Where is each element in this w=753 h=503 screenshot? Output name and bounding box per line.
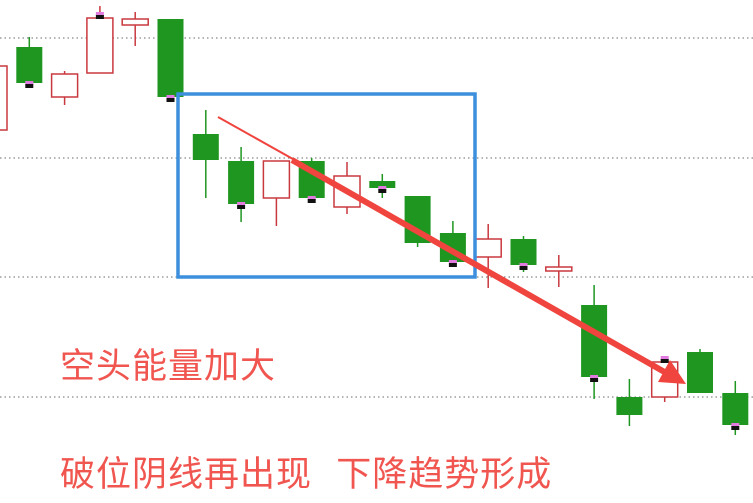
marker-pink — [307, 196, 316, 200]
candle-body-up — [474, 238, 502, 258]
marker-black — [519, 266, 528, 270]
candle-body-down — [157, 19, 184, 97]
candle-body-up — [0, 65, 8, 131]
candle-body-down — [228, 161, 255, 204]
marker-black — [237, 205, 246, 209]
annotation-downtrend-forming: 破位阴线再出现 下降趋势形成 — [60, 455, 553, 495]
marker-black — [166, 98, 175, 102]
candle-body-up — [86, 17, 114, 74]
candle-body-down — [16, 47, 43, 83]
candle-body-up — [50, 73, 79, 98]
candle-body-down — [510, 239, 537, 265]
highlight-box — [176, 92, 477, 279]
marker-black — [590, 378, 599, 382]
candle-body-down — [722, 393, 749, 425]
candle-body-down — [687, 352, 713, 393]
candle-body-up — [545, 266, 573, 272]
marker-black — [307, 199, 316, 203]
candle-body-down — [192, 134, 219, 160]
marker-pink — [166, 95, 175, 99]
marker-pink — [237, 202, 246, 206]
trend-arrow-shaft — [290, 157, 670, 377]
marker-pink — [95, 12, 104, 16]
annotation-bearish-energy: 空头能量加大 — [60, 347, 277, 387]
candle-body-up — [262, 160, 291, 199]
marker-pink — [731, 423, 740, 427]
marker-black — [25, 84, 34, 88]
candle-body-down — [581, 305, 608, 377]
marker-pink — [519, 263, 528, 267]
marker-pink — [590, 375, 599, 379]
candle-body-down — [616, 397, 643, 415]
candle-body-down — [369, 181, 396, 188]
marker-pink — [25, 81, 34, 85]
candle-body-up — [121, 18, 149, 26]
marker-pink — [378, 186, 387, 190]
marker-black — [660, 359, 669, 363]
trend-arrow-head — [658, 360, 686, 384]
trend-line-thin — [217, 116, 301, 164]
marker-black — [378, 189, 387, 193]
marker-pink — [448, 260, 457, 264]
marker-pink — [660, 356, 669, 360]
marker-black — [448, 263, 457, 267]
marker-black — [95, 15, 104, 19]
marker-black — [731, 426, 740, 430]
